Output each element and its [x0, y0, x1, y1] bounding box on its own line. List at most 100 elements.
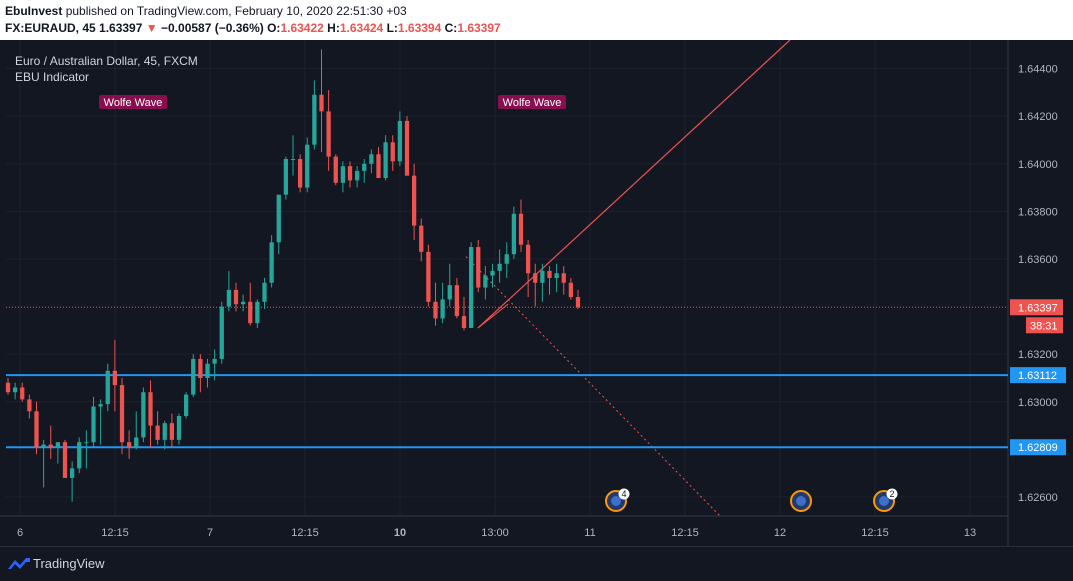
- candle-body: [262, 282, 267, 302]
- candle-body: [20, 387, 25, 400]
- candle-body: [376, 154, 381, 179]
- time-axis-label: 7: [207, 527, 213, 539]
- candle-body: [518, 213, 524, 245]
- high-value: 1.63424: [339, 21, 384, 35]
- countdown-tag: 38:31: [1030, 320, 1058, 332]
- candle-body: [468, 247, 474, 328]
- wolfe-wave-label: Wolfe Wave: [503, 97, 562, 109]
- candle-body: [162, 423, 167, 440]
- globe-icon: [879, 496, 889, 506]
- publish-header: EbuInvest published on TradingView.com, …: [0, 0, 1073, 40]
- candle-body: [390, 142, 395, 162]
- instrument-title: Euro / Australian Dollar, 45, FXCM: [15, 54, 198, 68]
- candle-body: [98, 404, 103, 407]
- time-axis-label: 13:00: [481, 527, 509, 539]
- candle-body: [276, 194, 281, 243]
- candle-body: [447, 285, 452, 300]
- event-count-badge: 4: [621, 489, 626, 499]
- price-axis-label: 1.64000: [1018, 159, 1058, 171]
- event-count-badge-bg: [886, 488, 898, 500]
- support-price-tag-bg: [1010, 439, 1066, 456]
- price-axis-label: 1.64400: [1018, 64, 1058, 76]
- candle-body: [34, 411, 39, 447]
- current-price-tag: 1.63397: [1018, 302, 1058, 314]
- candle-body: [333, 156, 338, 183]
- wolfe-wave-line: [477, 303, 509, 329]
- close-value: 1.63397: [457, 21, 501, 35]
- candle-body: [575, 297, 581, 308]
- candle-body: [41, 444, 46, 447]
- candle-body: [297, 159, 303, 188]
- wolfe-wave-label: Wolfe Wave: [104, 97, 163, 109]
- symbol-info: FX:EURAUD, 45 1.63397 ▼ −0.00587 (−0.36%…: [5, 20, 1068, 37]
- candle-body: [183, 394, 189, 417]
- candle-body: [126, 442, 132, 447]
- indicator-name[interactable]: EBU Indicator: [15, 70, 90, 84]
- time-axis-label: 12:15: [861, 527, 889, 539]
- candle-body: [497, 263, 502, 271]
- last-price: 1.63397: [99, 21, 143, 35]
- time-axis-label: 12:15: [101, 527, 129, 539]
- candle-body: [369, 154, 374, 164]
- publish-info: EbuInvest published on TradingView.com, …: [5, 3, 1068, 20]
- author-name[interactable]: EbuInvest: [5, 4, 63, 18]
- candle-body: [490, 270, 495, 276]
- high-label: H:: [327, 21, 340, 35]
- wolfe-wave-line: [477, 40, 791, 329]
- time-axis-label: 11: [584, 527, 595, 539]
- globe-icon: [611, 496, 621, 506]
- candle-body: [504, 254, 509, 264]
- candle-body: [547, 270, 552, 278]
- footer: TradingView: [0, 546, 1073, 581]
- candle-body: [240, 301, 246, 305]
- price-axis-label: 1.62600: [1018, 492, 1058, 504]
- candle-body: [326, 111, 331, 157]
- price-axis-label: 1.63800: [1018, 206, 1058, 218]
- candle-body: [568, 282, 574, 298]
- candle-body: [340, 166, 346, 183]
- candle-body: [362, 163, 367, 171]
- chart-area[interactable]: Wolfe Wave Wolfe Wave 1.64400 1.64200 1.6400…: [0, 40, 1073, 546]
- wolfe-wave-label-bg: [498, 95, 566, 109]
- candle-body: [411, 175, 417, 226]
- candlestick-chart[interactable]: Wolfe Wave Wolfe Wave 1.64400 1.64200 1.6400…: [0, 40, 1073, 546]
- candle-body: [561, 273, 566, 283]
- candle-body: [219, 306, 224, 359]
- candle-body: [226, 289, 232, 307]
- time-axis-label: 12:15: [671, 527, 699, 539]
- candle-body: [134, 437, 139, 447]
- countdown-tag-bg: [1026, 317, 1063, 334]
- candle-body: [169, 423, 175, 440]
- candle-body: [440, 299, 445, 319]
- tradingview-logo-icon: [8, 558, 30, 569]
- candle-body: [191, 358, 196, 395]
- time-axis-label: 6: [17, 527, 23, 539]
- candle-body: [540, 270, 545, 283]
- wolfe-target-line: [465, 256, 721, 517]
- candle-body: [255, 301, 260, 324]
- price-axis-label: 1.64200: [1018, 111, 1058, 123]
- brand-name[interactable]: TradingView: [33, 556, 105, 571]
- time-axis-label: 12: [774, 527, 786, 539]
- publish-date: published on TradingView.com, February 1…: [62, 4, 407, 18]
- candle-body: [233, 289, 239, 305]
- candle-body: [312, 94, 317, 145]
- down-arrow-icon: ▼: [145, 21, 158, 35]
- candle-body: [397, 120, 403, 162]
- wolfe-wave-label-bg: [99, 95, 167, 109]
- support-price-tag: 1.62809: [1018, 442, 1058, 454]
- candle-body: [383, 142, 388, 179]
- candle-body: [483, 275, 488, 288]
- candle-body: [62, 442, 68, 478]
- candle-body: [283, 159, 289, 195]
- price-axis-label: 1.63200: [1018, 349, 1058, 361]
- candle-body: [533, 273, 538, 283]
- candle-body: [176, 416, 182, 440]
- event-count-badge-bg: [618, 488, 630, 500]
- low-value: 1.63394: [397, 21, 442, 35]
- candle-body: [426, 251, 431, 302]
- support-price-tag-bg: [1010, 367, 1066, 384]
- candle-body: [554, 273, 559, 278]
- candle-body: [198, 358, 203, 378]
